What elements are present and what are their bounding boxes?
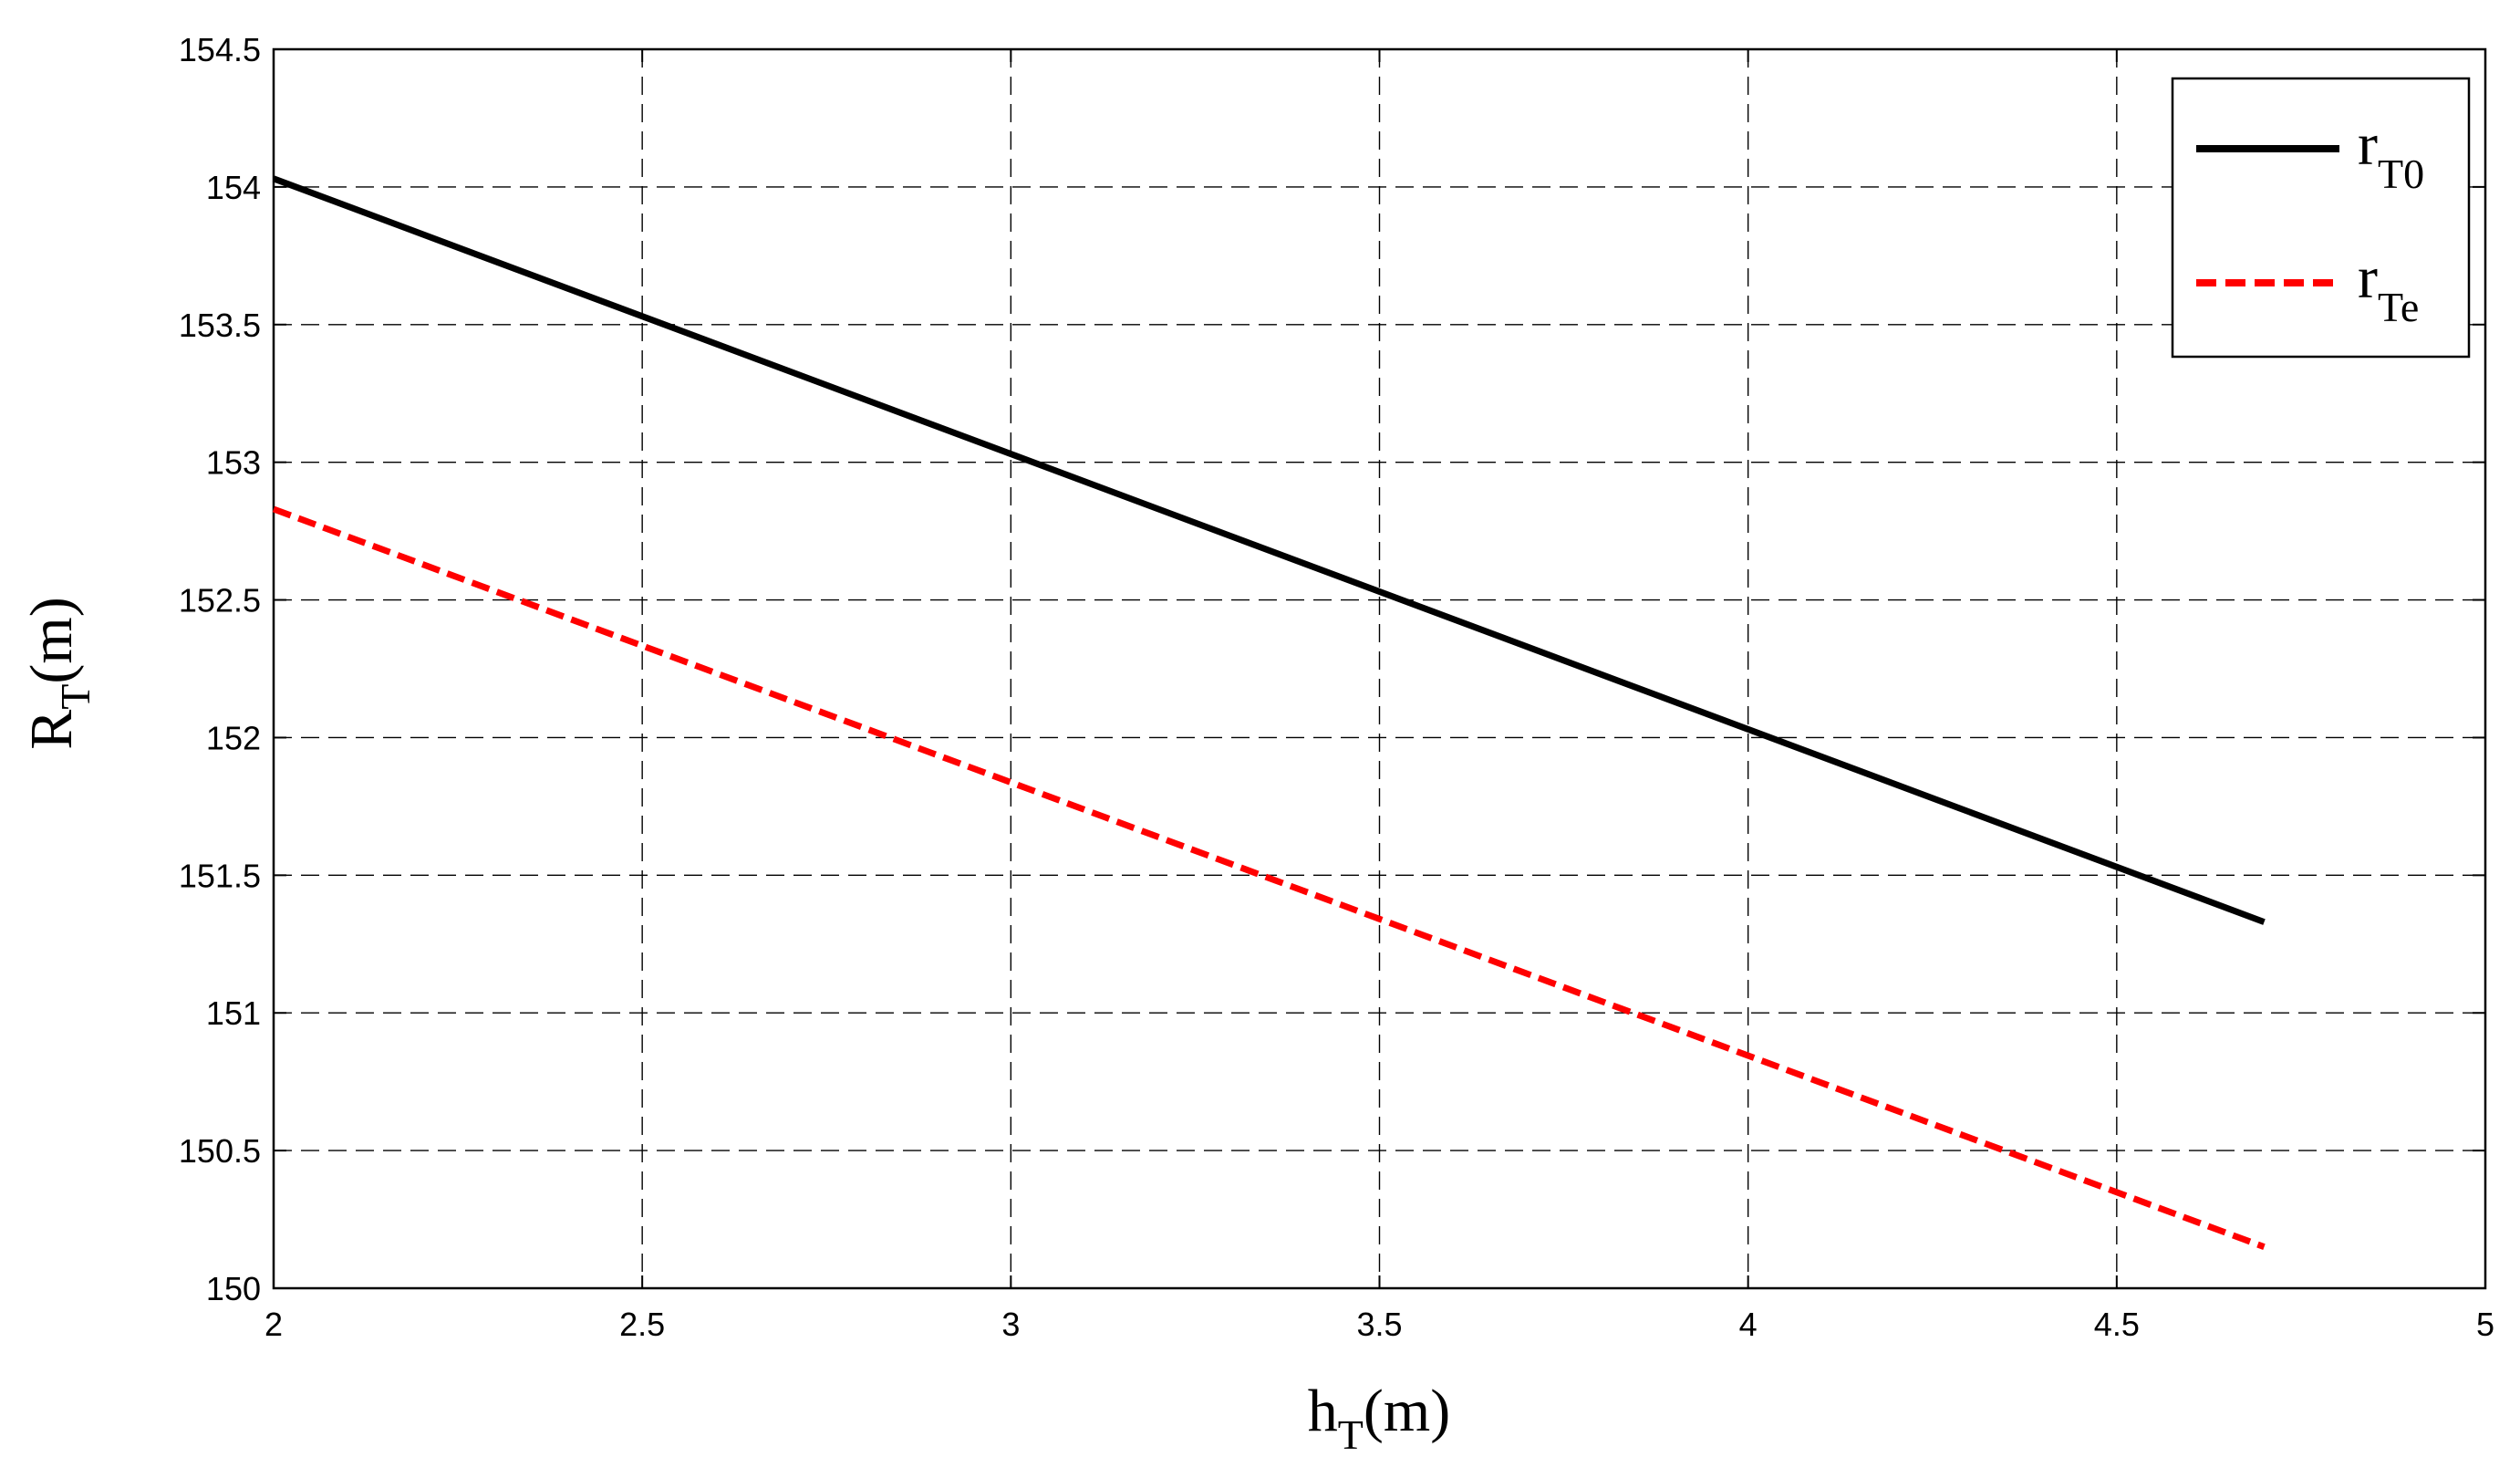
y-tick-label: 150.5 <box>179 1132 261 1170</box>
x-tick-label: 4.5 <box>2094 1306 2140 1343</box>
y-axis-title-main: R <box>18 710 85 750</box>
x-axis-title-main: h <box>1308 1378 1338 1444</box>
x-tick-label: 3 <box>1001 1306 1020 1343</box>
legend-label-series-1: rT0 <box>2358 111 2424 197</box>
series-line-2 <box>272 505 2266 1250</box>
series-layer <box>272 175 2266 1250</box>
y-tick-label: 151 <box>206 994 261 1032</box>
y-tick-label: 150 <box>206 1270 261 1307</box>
y-axis-title-unit: (m) <box>18 597 85 683</box>
y-tick-label: 154 <box>206 169 261 206</box>
y-tick-label: 154.5 <box>179 31 261 68</box>
y-tick-label: 153.5 <box>179 307 261 344</box>
x-axis-title: hT(m) <box>1308 1378 1450 1458</box>
y-tick-label: 151.5 <box>179 857 261 894</box>
grid-lines <box>274 49 2485 1288</box>
y-tick-label: 153 <box>206 444 261 482</box>
x-tick-label: 4 <box>1739 1306 1758 1343</box>
x-tick-label: 3.5 <box>1356 1306 1402 1343</box>
x-axis-ticks: 2 2.5 3 3.5 4 4.5 5 <box>264 49 2494 1343</box>
y-tick-label: 152 <box>206 719 261 756</box>
legend-label-series-1-main: r <box>2358 111 2378 178</box>
x-tick-label: 2 <box>264 1306 283 1343</box>
legend-label-series-2-sub: Te <box>2378 284 2419 330</box>
x-axis-title-sub: T <box>1338 1411 1364 1458</box>
x-tick-label: 5 <box>2476 1306 2494 1343</box>
legend-label-series-2: rTe <box>2358 245 2419 330</box>
y-tick-label: 152.5 <box>179 582 261 619</box>
x-tick-label: 2.5 <box>619 1306 665 1343</box>
legend-label-series-1-sub: T0 <box>2378 151 2424 197</box>
legend: rT0 rTe <box>2171 77 2471 359</box>
x-axis-title-unit: (m) <box>1364 1378 1450 1444</box>
y-axis-title: RT(m) <box>18 597 99 749</box>
y-axis-title-sub: T <box>52 684 99 710</box>
series-line-1 <box>272 175 2266 925</box>
legend-label-series-2-main: r <box>2358 245 2378 311</box>
legend-box <box>2171 77 2471 359</box>
y-axis-ticks: 150 150.5 151 151.5 152 152.5 153 153.5 154 154.5 <box>179 31 2485 1307</box>
